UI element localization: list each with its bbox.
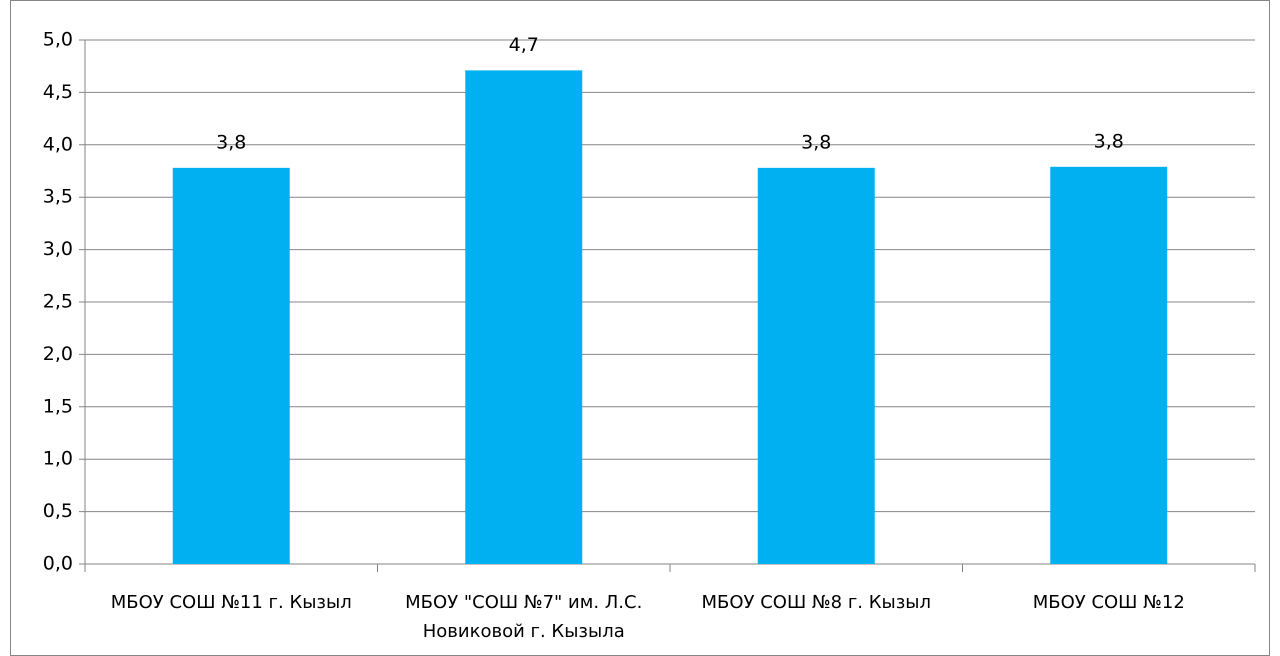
y-tick-label: 3,0 xyxy=(43,238,73,260)
y-tick-label: 1,5 xyxy=(43,395,73,417)
x-tick-label: МБОУ СОШ №8 г. Кызыл xyxy=(701,592,932,613)
bar xyxy=(757,167,875,564)
y-tick-label: 4,0 xyxy=(43,133,73,155)
bar xyxy=(1050,166,1168,565)
y-tick-label: 2,0 xyxy=(43,343,73,365)
y-tick-label: 0,0 xyxy=(43,553,73,575)
y-tick-label: 5,0 xyxy=(43,29,73,51)
y-tick-label: 1,0 xyxy=(43,448,73,470)
y-tick-label: 2,5 xyxy=(43,291,73,313)
x-tick-label: МБОУ "СОШ №7" им. Л.С. Новиковой г. Кызы… xyxy=(405,592,643,642)
data-label: 3,8 xyxy=(216,131,246,153)
bar xyxy=(172,167,290,564)
data-label: 3,8 xyxy=(801,131,831,153)
x-tick-label: МБОУ СОШ №12 xyxy=(1032,592,1185,613)
y-tick-label: 4,5 xyxy=(43,81,73,103)
y-tick-label: 0,5 xyxy=(43,500,73,522)
bar xyxy=(465,70,583,564)
x-tick-label: МБОУ СОШ №11 г. Кызыл xyxy=(110,592,352,613)
data-label: 3,8 xyxy=(1094,130,1124,152)
y-tick-label: 3,5 xyxy=(43,186,73,208)
data-label: 4,7 xyxy=(509,34,539,56)
